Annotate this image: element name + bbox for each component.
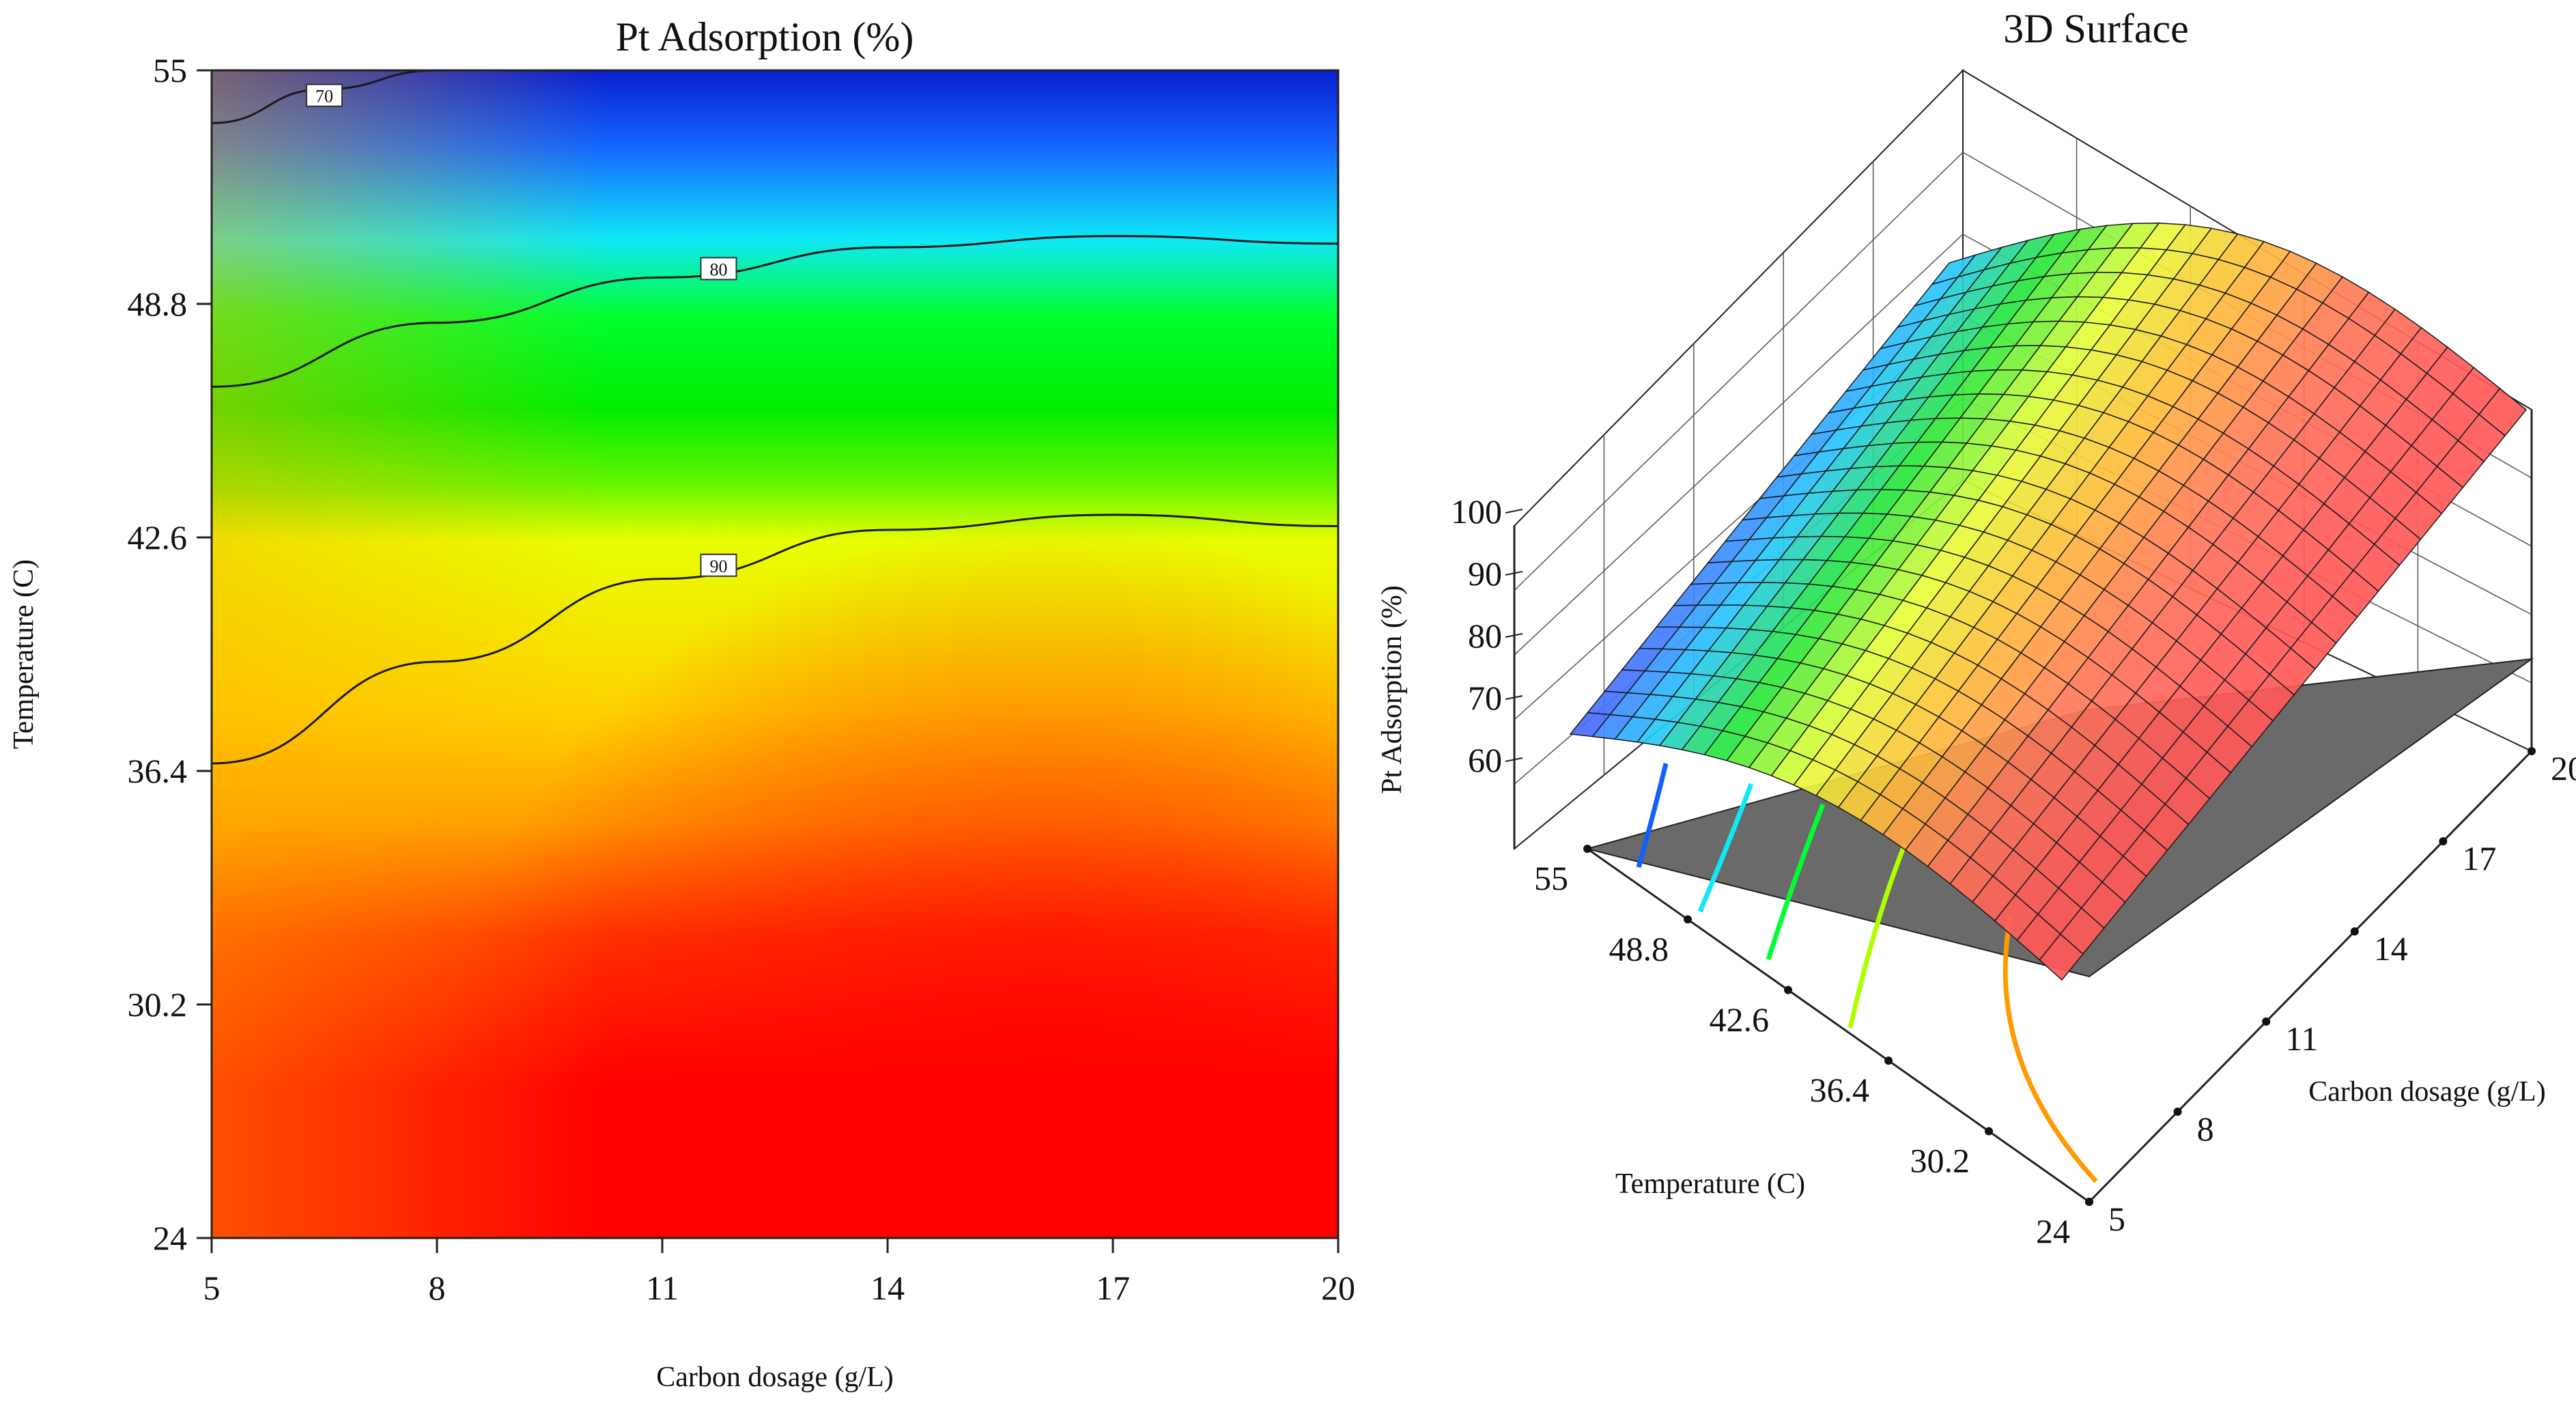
- contour-label-90: 90: [710, 557, 728, 576]
- surface-mesh: [1569, 222, 2528, 981]
- x-tick-label-11: 11: [646, 1269, 679, 1307]
- carbon-tick-dot-14: [2350, 927, 2359, 936]
- floor-contour-85: [1848, 843, 1908, 1028]
- carbon-tick-label-5: 5: [2108, 1200, 2125, 1238]
- surface-title: 3D Surface: [2003, 6, 2189, 51]
- z-tick-mark-60: [1505, 757, 1523, 762]
- temp-tick-label-2: 42.6: [1710, 1000, 1770, 1039]
- z-tick-mark-90: [1505, 571, 1523, 576]
- carbon-tick-dot-11: [2262, 1017, 2271, 1026]
- z-tick-mark-80: [1505, 633, 1523, 638]
- contour-lines: 70 80 90: [211, 69, 1339, 765]
- front-edge-carbon: [2088, 750, 2533, 1203]
- surface-z-axis-label: Pt Adsorption (%): [1376, 585, 1408, 794]
- z-tick-label-80: 80: [1468, 617, 1502, 655]
- wall-grid-line-left: [1514, 152, 1964, 591]
- temp-tick-label-0: 55: [1534, 859, 1568, 897]
- carbon-tick-dot-17: [2439, 837, 2448, 845]
- surface-y-axis-label: Temperature (C): [1615, 1168, 1805, 1200]
- carbon-tick-label-14: 14: [2374, 929, 2408, 968]
- carbon-tick-dot-8: [2173, 1108, 2182, 1116]
- temp-tick-label-4: 30.2: [1910, 1142, 1970, 1180]
- x-tick-label-5: 5: [203, 1269, 221, 1307]
- y-tick-label-4: 48.8: [128, 285, 188, 323]
- x-tick-label-8: 8: [429, 1269, 446, 1307]
- temp-tick-dot-2: [1784, 985, 1792, 994]
- contour-label-box-90: [700, 553, 737, 577]
- surface-axis-ticks: 60 70 80 90 100 55 48.8 42.6 36.4 30.2 24 5 8 11 14 17 2…: [1451, 492, 2576, 1250]
- temp-tick-dot-4: [1985, 1127, 1993, 1136]
- x-tick-label-17: 17: [1096, 1269, 1130, 1307]
- surface-chart: 3D Surface 60 70 80 90 100 55 48.8 42.6 36.4 30.2…: [1376, 6, 2576, 1250]
- contour-x-axis-label: Carbon dosage (g/L): [656, 1362, 894, 1393]
- y-tick-label-2: 36.4: [128, 752, 188, 790]
- temp-tick-dot-0: [1583, 845, 1591, 853]
- front-edges: [1513, 410, 2533, 1203]
- x-tick-label-14: 14: [871, 1269, 905, 1307]
- carbon-tick-label-17: 17: [2462, 839, 2496, 877]
- carbon-tick-label-11: 11: [2285, 1020, 2318, 1058]
- y-tick-label-3: 42.6: [128, 518, 188, 557]
- floor-contour-70: [1636, 763, 1669, 868]
- y-tick-label-1: 30.2: [128, 985, 188, 1024]
- floor-contour-95: [2002, 914, 2098, 1183]
- floor-contour-75: [1697, 783, 1754, 913]
- contour-line-80: [211, 235, 1339, 388]
- contour-left-tint: [212, 70, 1338, 1238]
- contour-y-axis-label: Temperature (C): [8, 559, 40, 749]
- contour-label-box-70: [306, 83, 343, 107]
- temp-tick-dot-1: [1684, 915, 1692, 924]
- contour-x-ticks: 5 8 11 14 17 20: [203, 1238, 1355, 1307]
- contour-chart: Pt Adsorption (%) 70 80 90 5 8 11 14 17 20 24 30…: [8, 14, 1355, 1393]
- z-tick-mark-70: [1505, 695, 1523, 700]
- temp-tick-label-5: 24: [2036, 1212, 2070, 1250]
- temp-tick-label-3: 36.4: [1810, 1071, 1870, 1109]
- temp-tick-label-1: 48.8: [1609, 929, 1669, 968]
- contour-label-70: 70: [315, 87, 333, 107]
- contour-plot-frame: [210, 69, 1340, 1239]
- carbon-tick-dot-5: [2085, 1198, 2093, 1206]
- carbon-tick-label-8: 8: [2197, 1110, 2214, 1148]
- y-tick-label-5: 55: [153, 51, 187, 89]
- front-edge-temperature: [1587, 847, 2090, 1203]
- z-tick-label-60: 60: [1468, 741, 1502, 779]
- surface-x-axis-label: Carbon dosage (g/L): [2308, 1076, 2546, 1108]
- contour-title: Pt Adsorption (%): [616, 14, 914, 59]
- temp-tick-dot-3: [1884, 1056, 1893, 1065]
- wall-grid-line-left: [1514, 234, 1964, 656]
- surface-cell: [2478, 387, 2528, 437]
- z-tick-label-70: 70: [1468, 679, 1502, 717]
- contour-y-ticks: 24 30.2 36.4 42.6 48.8 55: [128, 51, 212, 1257]
- carbon-tick-dot-20: [2528, 747, 2536, 755]
- carbon-tick-label-20: 20: [2551, 749, 2576, 787]
- floor-contour-lines: [1636, 763, 2098, 1183]
- x-tick-label-20: 20: [1321, 1269, 1355, 1307]
- floor-contour-80: [1766, 803, 1826, 961]
- contour-label-80: 80: [710, 259, 728, 279]
- z-tick-label-100: 100: [1451, 492, 1502, 531]
- contour-label-box-80: [700, 257, 737, 281]
- contour-line-90: [211, 514, 1339, 765]
- y-tick-label-0: 24: [153, 1219, 187, 1257]
- z-tick-label-90: 90: [1468, 554, 1502, 593]
- z-tick-mark-100: [1505, 509, 1523, 514]
